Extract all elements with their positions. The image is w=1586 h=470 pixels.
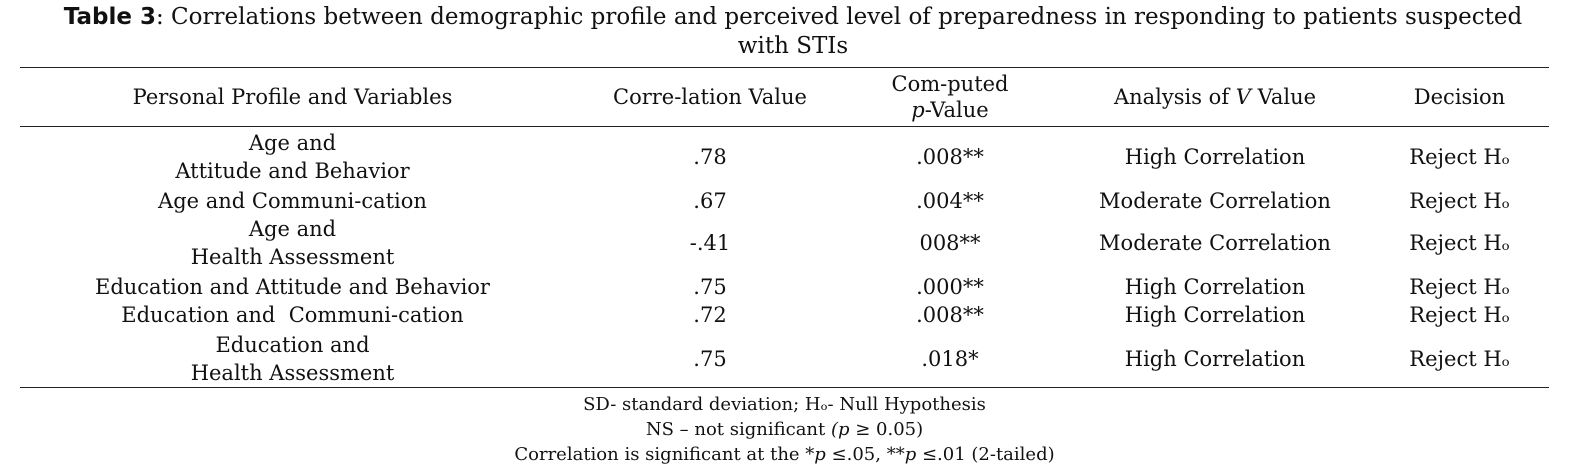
row-profile-line: Age and	[248, 131, 337, 155]
row-profile: Education and Health Assessment	[60, 330, 525, 388]
table-label: Table 3	[63, 4, 156, 30]
header-rule	[20, 126, 1549, 127]
row-decision: Reject Hₒ	[1409, 189, 1510, 213]
row-correlation: .78	[693, 145, 727, 169]
table-header: Personal Profile and Variables Corre-lat…	[20, 68, 1549, 126]
row-p-value: .004**	[916, 189, 984, 213]
row-profile-line: Education and	[215, 333, 370, 357]
table-notes: SD- standard deviation; Hₒ- Null Hypothe…	[20, 392, 1549, 467]
row-profile-line: Attitude and Behavior	[175, 159, 410, 183]
row-p-value: .008**	[916, 303, 984, 327]
row-decision: Reject Hₒ	[1409, 274, 1510, 299]
row-decision: Reject Hₒ	[1409, 145, 1510, 169]
row-analysis: High Correlation	[1124, 274, 1306, 299]
row-decision: Reject Hₒ	[1409, 347, 1510, 371]
row-profile: Age and Communi-cation	[60, 188, 525, 214]
row-p-value: 008**	[919, 231, 981, 255]
row-p-value: .018*	[921, 347, 979, 371]
table-row: Education and Attitude and Behavior .75 .0…	[20, 273, 1549, 300]
row-profile-line: Health Assessment	[190, 361, 395, 385]
top-rule	[20, 67, 1549, 68]
table-row: Age and Attitude and Behavior .78 .008** Hig…	[20, 128, 1549, 186]
bottom-rule	[20, 387, 1549, 388]
row-correlation: -.41	[689, 231, 731, 255]
note-significance: Correlation is significant at the *p ≤.0…	[514, 444, 1055, 465]
table-row: Age and Communi-cation .67 .004** Moderate …	[20, 188, 1549, 214]
table-caption: Table 3: Correlations between demographi…	[40, 3, 1546, 61]
header-analysis-post: Value	[1250, 85, 1317, 109]
row-analysis: High Correlation	[1124, 303, 1306, 327]
row-profile-line: Age and Communi-cation	[158, 189, 427, 213]
row-correlation: .72	[693, 303, 727, 327]
row-profile-line: Health Assessment	[190, 245, 395, 269]
header-analysis: Analysis of V Value	[1060, 68, 1370, 126]
header-p-italic: p	[911, 98, 925, 122]
row-analysis: High Correlation	[1124, 347, 1306, 371]
row-p-value: .000**	[916, 274, 984, 299]
row-correlation: .75	[693, 347, 727, 371]
note-ns: NS – not significant (p ≥ 0.05)	[645, 419, 924, 440]
caption-text: : Correlations between demographic profi…	[156, 4, 1523, 59]
row-profile-line: Education and Communi-cation	[121, 303, 464, 327]
header-p-value-line2: p-Value	[911, 97, 988, 123]
note-abbreviations: SD- standard deviation; Hₒ- Null Hypothe…	[583, 394, 986, 415]
row-analysis: Moderate Correlation	[1099, 189, 1331, 213]
row-profile: Education and Communi-cation	[60, 300, 525, 330]
row-analysis: High Correlation	[1124, 145, 1306, 169]
row-correlation: .67	[693, 189, 727, 213]
row-profile: Education and Attitude and Behavior	[60, 273, 525, 300]
header-p-value: Com-puted p-Value	[840, 68, 1060, 126]
header-p-value-line1: Com-puted	[891, 72, 1009, 96]
row-profile: Age and Health Assessment	[60, 214, 525, 272]
row-decision: Reject Hₒ	[1409, 231, 1510, 255]
header-analysis-pre: Analysis of	[1113, 85, 1236, 109]
row-profile-line: Education and Attitude and Behavior	[95, 274, 490, 299]
header-profile: Personal Profile and Variables	[132, 85, 453, 109]
header-analysis-v: V	[1235, 85, 1251, 109]
row-p-value: .008**	[916, 145, 984, 169]
table-row: Education and Health Assessment .75 .018* Hi…	[20, 330, 1549, 388]
table-row: Age and Health Assessment -.41 008** Moderat…	[20, 214, 1549, 272]
row-profile-line: Age and	[248, 217, 337, 241]
table-row: Education and Communi-cation .72 .008** Hig…	[20, 300, 1549, 330]
row-profile: Age and Attitude and Behavior	[60, 128, 525, 186]
header-decision: Decision	[1413, 85, 1506, 109]
row-decision: Reject Hₒ	[1409, 303, 1510, 327]
row-correlation: .75	[693, 274, 727, 299]
row-analysis: Moderate Correlation	[1099, 231, 1331, 255]
header-correlation: Corre-lation Value	[613, 85, 807, 109]
header-p-rest: -Value	[924, 98, 989, 122]
